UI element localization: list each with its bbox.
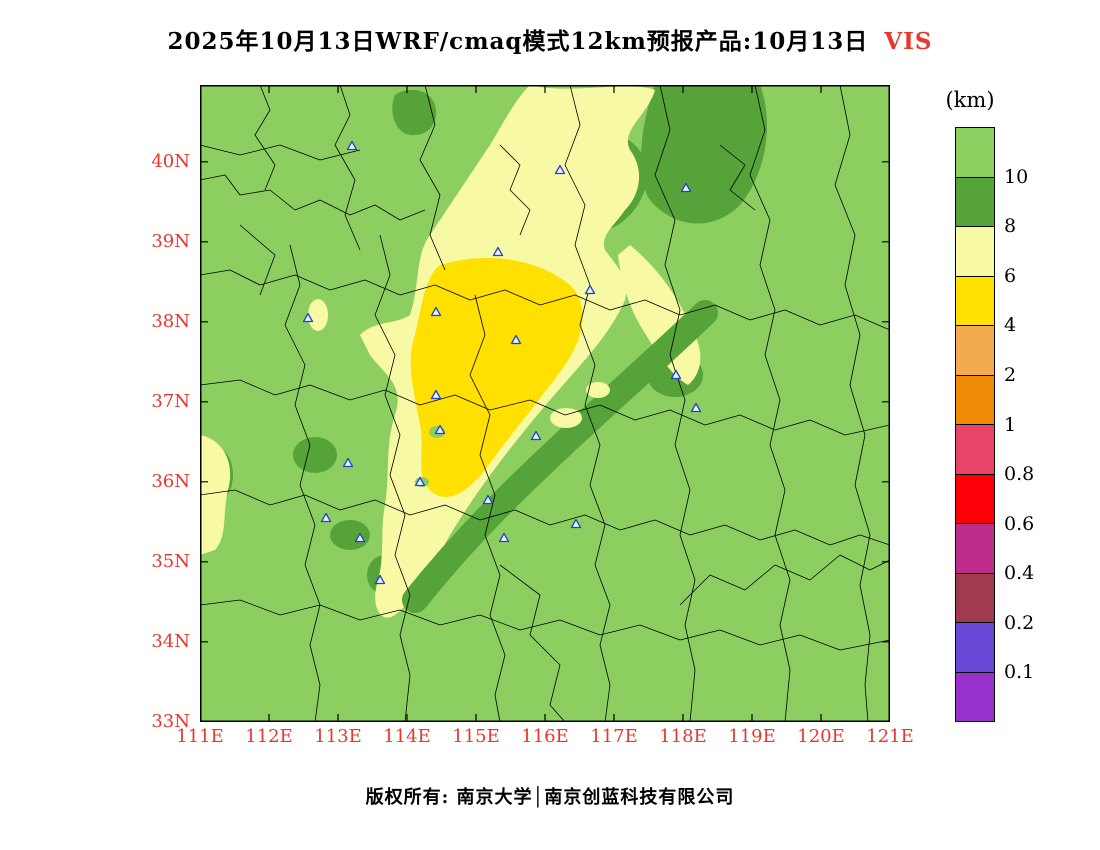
title-main: 2025年10月13日WRF/cmaq模式12km预报产品:10月13日 [167,28,869,55]
colorbar-label: 6 [1004,265,1017,287]
station-markers [302,140,702,585]
colorbar-swatch [956,573,994,623]
forecast-map [200,85,890,722]
lon-label-115e: 115E [452,726,500,747]
colorbar-label: 4 [1004,314,1017,336]
lon-label-120e: 120E [797,726,845,747]
lat-label-38n: 38N [151,311,190,332]
contour-paleyellow-spots [550,382,610,428]
colorbar-swatch [956,227,994,277]
colorbar-swatch [956,128,994,178]
county-boundaries [200,85,890,722]
colorbar-swatch [956,326,994,376]
colorbar-swatch [956,474,994,524]
lon-label-119e: 119E [728,726,776,747]
colorbar-label: 8 [1004,215,1017,237]
colorbar-swatch [956,425,994,475]
colorbar-swatch [956,177,994,227]
colorbar-unit: (km) [945,88,995,112]
lat-label-33n: 33N [151,711,190,732]
lon-label-118e: 118E [659,726,707,747]
colorbar-swatch [956,672,994,721]
colorbar [955,127,995,722]
colorbar-label: 2 [1004,364,1017,386]
colorbar-label: 0.4 [1004,562,1035,584]
map-svg [200,85,890,722]
lat-label-39n: 39N [151,231,190,252]
contour-darkgreen-band [402,300,718,613]
axis-ticks [200,85,890,722]
lat-label-34n: 34N [151,631,190,652]
colorbar-label: 0.1 [1004,661,1035,683]
colorbar-label: 0.2 [1004,612,1035,634]
lon-label-113e: 113E [314,726,362,747]
lat-label-36n: 36N [151,471,190,492]
contour-yellow-core [410,257,583,498]
lon-label-116e: 116E [521,726,569,747]
colorbar-label: 1 [1004,414,1017,436]
lon-label-117e: 117E [590,726,638,747]
page-title: 2025年10月13日WRF/cmaq模式12km预报产品:10月13日 VIS [0,22,1100,56]
lon-label-112e: 112E [245,726,293,747]
colorbar-swatch [956,276,994,326]
colorbar-label: 10 [1004,166,1029,188]
map-frame [200,85,890,722]
lat-label-40n: 40N [151,151,190,172]
lon-label-114e: 114E [383,726,431,747]
colorbar-swatch [956,375,994,425]
lat-label-37n: 37N [151,391,190,412]
colorbar-swatch [956,524,994,574]
colorbar-swatch [956,623,994,673]
colorbar-label: 0.8 [1004,463,1035,485]
title-variable: VIS [884,28,933,55]
lat-label-35n: 35N [151,551,190,572]
copyright-text: 版权所有: 南京大学│南京创蓝科技有限公司 [365,787,735,808]
lon-label-121e: 121E [866,726,914,747]
colorbar-label: 0.6 [1004,513,1035,535]
lon-label-111e: 111E [176,726,224,747]
